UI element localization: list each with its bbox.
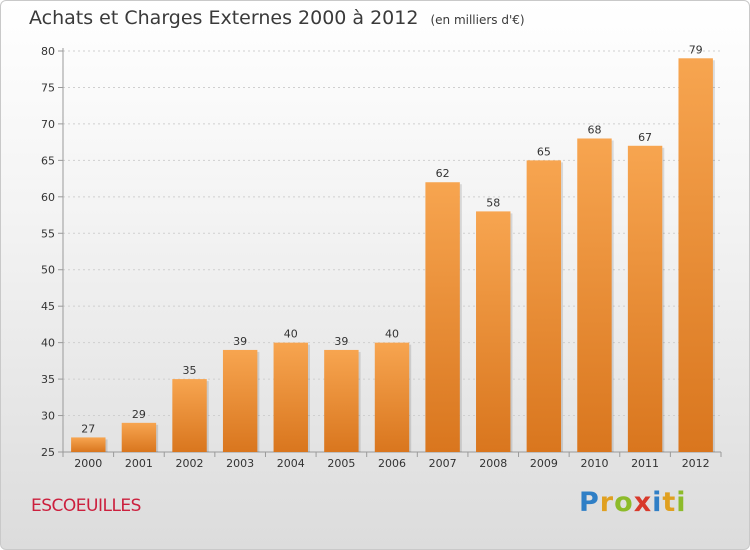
x-tick-label: 2004 (277, 457, 305, 470)
y-tick-label: 45 (41, 300, 55, 313)
value-label: 39 (233, 335, 247, 348)
x-tick-label: 2007 (429, 457, 457, 470)
bar-2008 (476, 211, 511, 452)
place-name: ESCOEUILLES (31, 496, 141, 516)
bar-2001 (121, 422, 157, 452)
bar-2002 (172, 379, 207, 452)
title-row: Achats et Charges Externes 2000 à 2012 (e… (29, 7, 525, 29)
y-tick-label: 80 (41, 45, 55, 58)
value-label: 27 (81, 422, 95, 435)
value-label: 58 (486, 196, 500, 209)
y-tick-label: 30 (41, 410, 55, 423)
x-tick-label: 2012 (682, 457, 710, 470)
value-label: 62 (436, 167, 450, 180)
value-label: 65 (537, 145, 551, 158)
chart-subtitle: (en milliers d'€) (430, 13, 525, 27)
x-tick-label: 2009 (530, 457, 558, 470)
bar-2011 (627, 145, 663, 453)
bar-2009 (526, 160, 562, 452)
bar-2005 (324, 349, 359, 452)
y-tick-label: 25 (41, 446, 55, 459)
y-tick-label: 65 (41, 154, 55, 167)
y-tick-label: 55 (41, 227, 55, 240)
y-tick-label: 35 (41, 373, 55, 386)
y-tick-label: 75 (41, 81, 55, 94)
y-tick-label: 50 (41, 264, 55, 277)
bar-2007 (425, 182, 460, 452)
x-tick-label: 2006 (378, 457, 406, 470)
y-tick-label: 40 (41, 337, 55, 350)
bar-2003 (222, 349, 258, 452)
bar-2006 (374, 342, 410, 452)
bar-2012 (678, 58, 713, 453)
bar-2000 (71, 437, 106, 452)
value-label: 68 (587, 123, 601, 136)
value-label: 40 (385, 328, 399, 341)
x-tick-label: 2001 (125, 457, 153, 470)
x-tick-label: 2008 (479, 457, 507, 470)
bar-2004 (273, 342, 308, 452)
x-tick-label: 2002 (176, 457, 204, 470)
value-label: 29 (132, 408, 146, 421)
bar-2010 (577, 138, 612, 452)
value-label: 67 (638, 131, 652, 144)
y-tick-label: 70 (41, 118, 55, 131)
x-tick-label: 2005 (327, 457, 355, 470)
chart-title: Achats et Charges Externes 2000 à 2012 (29, 7, 419, 29)
y-tick-label: 60 (41, 191, 55, 204)
value-label: 79 (689, 43, 703, 56)
labels: 25 30 35 40 45 50 55 60 65 70 75 80 27 2000 29 2001 35 20… (41, 43, 710, 470)
value-label: 35 (183, 364, 197, 377)
x-tick-label: 2010 (580, 457, 608, 470)
x-tick-label: 2003 (226, 457, 254, 470)
value-label: 40 (284, 328, 298, 341)
bars (71, 58, 715, 453)
x-tick-label: 2011 (631, 457, 659, 470)
proxiti-logo[interactable]: Proxiti (579, 487, 687, 518)
value-label: 39 (334, 335, 348, 348)
x-tick-label: 2000 (74, 457, 102, 470)
